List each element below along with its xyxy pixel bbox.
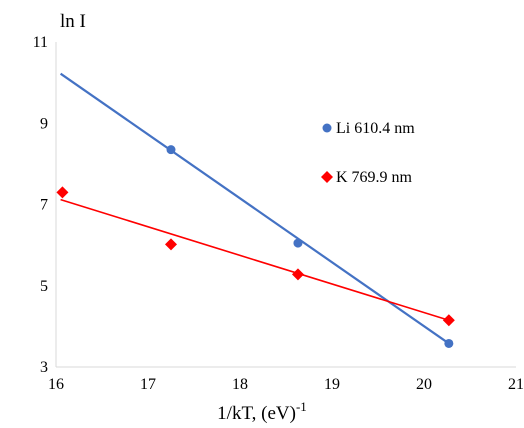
x-axis-title: 1/kT, (eV)-1 [217, 399, 307, 424]
y-tick-label-0: 3 [40, 359, 48, 376]
x-tick-label-0: 16 [48, 376, 64, 393]
y-tick-label-2: 7 [40, 197, 48, 214]
x-tick-label-1: 17 [140, 376, 156, 393]
data-point-s0-2 [444, 338, 454, 348]
data-point-s1-0 [56, 186, 69, 199]
legend-marker-0 [322, 123, 332, 133]
data-point-s1-2 [291, 268, 304, 281]
data-points [56, 145, 455, 348]
x-tick-label-3: 19 [324, 376, 340, 393]
data-point-s1-3 [442, 314, 455, 327]
x-tick-label-5: 21 [508, 376, 524, 393]
tick-labels: 16 17 18 19 20 21 3 5 7 9 11 [33, 34, 524, 393]
trendlines [59, 72, 450, 345]
legend-label-0: Li 610.4 nm [336, 120, 415, 137]
x-axis-title-superscript: -1 [296, 399, 307, 414]
trendline-0 [59, 72, 450, 345]
y-tick-label-4: 11 [33, 34, 48, 51]
data-point-s1-1 [165, 238, 177, 251]
y-tick-label-3: 9 [40, 115, 48, 132]
y-axis-title: ln I [60, 11, 86, 32]
y-tick-label-1: 5 [40, 278, 48, 295]
x-axis-title-text: 1/kT, (eV) [217, 403, 296, 424]
axes [55, 42, 516, 368]
x-tick-label-4: 20 [416, 376, 432, 393]
legend-marker-1 [321, 171, 333, 183]
data-point-s0-0 [166, 145, 176, 155]
legend-label-1: K 769.9 nm [336, 169, 413, 186]
trendline-1 [60, 198, 450, 322]
data-point-s0-1 [293, 238, 303, 248]
x-tick-label-2: 18 [232, 376, 248, 393]
legend: Li 610.4 nm K 769.9 nm [321, 120, 415, 186]
